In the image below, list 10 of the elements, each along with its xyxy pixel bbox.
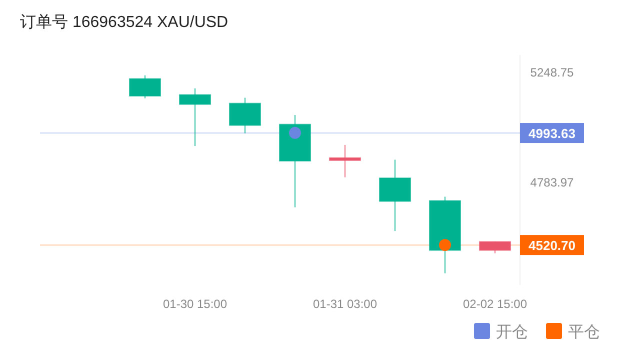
y-tick-label: 4993.63	[528, 126, 576, 142]
x-tick-label: 02-02 15:00	[462, 297, 528, 311]
x-tick-label: 01-31 03:00	[312, 297, 378, 311]
x-tick-label: 01-30 15:00	[162, 297, 228, 311]
legend-label: 开仓	[496, 324, 528, 341]
y-tick-label: 4783.97	[530, 176, 574, 190]
chart-title: 订单号 166963524 XAU/USD	[20, 13, 228, 31]
y-tick-label: 5248.75	[530, 66, 574, 80]
y-tick-label: 4520.70	[528, 238, 576, 254]
legend-label: 平仓	[568, 324, 600, 341]
